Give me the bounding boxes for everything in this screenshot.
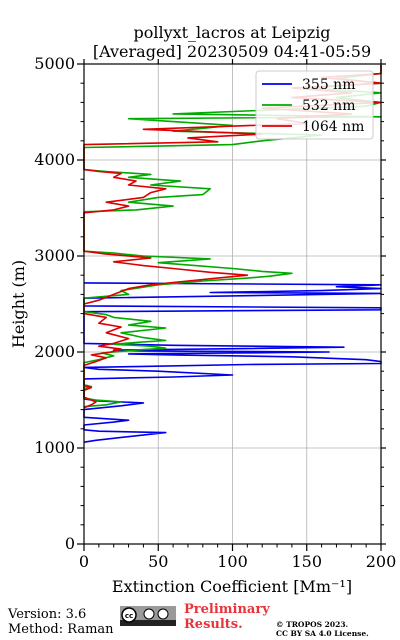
x-tick-label: 0 [79, 552, 89, 571]
y-axis-label: Height (m) [9, 260, 28, 348]
legend-label: 355 nm [302, 77, 355, 93]
sa-icon [157, 608, 169, 620]
chart-title: pollyxt_lacros at Leipzig [133, 23, 330, 42]
x-tick-label: 50 [148, 552, 168, 571]
copyright-line-2: CC BY SA 4.0 License. [276, 629, 369, 638]
x-tick-label: 100 [217, 552, 248, 571]
preliminary-line-1: Preliminary [184, 602, 270, 617]
y-tick-label: 4000 [34, 150, 75, 169]
preliminary-notice: Preliminary Results. [184, 602, 270, 632]
version-label: Version: 3.6 [8, 607, 87, 622]
by-icon [143, 608, 155, 620]
y-tick-label: 0 [65, 534, 75, 553]
y-tick-label: 5000 [34, 54, 75, 73]
method-label: Method: Raman [8, 622, 114, 637]
legend-box [255, 70, 374, 140]
y-tick-label: 3000 [34, 246, 75, 265]
y-tick-label: 2000 [34, 342, 75, 361]
legend-label: 532 nm [302, 98, 355, 114]
cc-logo-text: cc [125, 612, 133, 620]
x-tick-label: 200 [366, 552, 397, 571]
cc-license-badge: cc [120, 606, 176, 626]
legend: 355 nm 532 nm 1064 nm [255, 70, 374, 140]
x-tick-label: 150 [291, 552, 322, 571]
legend-label: 1064 nm [302, 119, 364, 135]
extinction-profile-chart: pollyxt_lacros at Leipzig [Averaged] 202… [9, 23, 396, 596]
y-tick-label: 1000 [34, 438, 75, 457]
series-line-532-nm [83, 65, 382, 408]
preliminary-line-2: Results. [184, 617, 243, 632]
chart-subtitle: [Averaged] 20230509 04:41-05:59 [93, 42, 371, 61]
x-axis-label: Extinction Coefficient [Mm⁻¹] [112, 577, 352, 596]
copyright-line-1: © TROPOS 2023. [276, 620, 349, 629]
copyright-notice: © TROPOS 2023. CC BY SA 4.0 License. [276, 620, 369, 638]
